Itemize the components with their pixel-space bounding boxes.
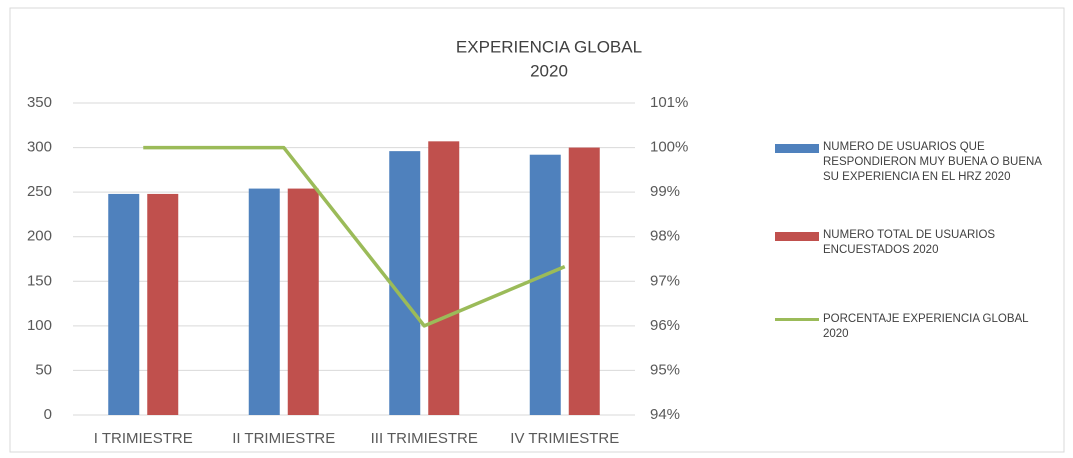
x-tick-label: III TRIMIESTRE (371, 430, 478, 447)
chart-title: EXPERIENCIA GLOBAL (456, 37, 642, 56)
y2-tick-label: 101% (650, 94, 688, 111)
legend-item: NUMERO DE USUARIOS QUE RESPONDIERON MUY … (775, 140, 1053, 185)
bar (248, 188, 280, 415)
bar (568, 147, 600, 416)
y-tick-label: 0 (44, 406, 52, 423)
legend-swatch (775, 318, 819, 321)
legend-swatch (775, 144, 819, 153)
bar (529, 154, 561, 415)
y2-tick-label: 98% (650, 228, 680, 245)
y-tick-label: 200 (27, 228, 52, 245)
y-tick-label: 100 (27, 317, 52, 334)
y2-tick-label: 96% (650, 317, 680, 334)
bar (108, 193, 140, 415)
x-tick-label: I TRIMIESTRE (94, 430, 193, 447)
legend-swatch (775, 232, 819, 241)
y2-tick-label: 99% (650, 183, 680, 200)
bar (147, 193, 179, 415)
bar (428, 141, 460, 415)
legend-item: NUMERO TOTAL DE USUARIOS ENCUESTADOS 202… (775, 228, 1053, 258)
legend-item: PORCENTAJE EXPERIENCIA GLOBAL 2020 (775, 312, 1053, 342)
legend-label: PORCENTAJE EXPERIENCIA GLOBAL 2020 (823, 313, 1029, 340)
y2-tick-label: 95% (650, 361, 680, 378)
legend-label: NUMERO TOTAL DE USUARIOS ENCUESTADOS 202… (823, 229, 996, 256)
y2-tick-label: 97% (650, 272, 680, 289)
y2-tick-label: 94% (650, 406, 680, 423)
line (143, 145, 566, 328)
legend-label: NUMERO DE USUARIOS QUE RESPONDIERON MUY … (823, 141, 1042, 183)
bar (389, 151, 421, 415)
y-tick-label: 150 (27, 272, 52, 289)
y-tick-label: 50 (35, 361, 52, 378)
bar (287, 188, 319, 415)
y-tick-label: 350 (27, 94, 52, 111)
y2-tick-label: 100% (650, 139, 688, 156)
x-tick-label: II TRIMIESTRE (232, 430, 335, 447)
y-tick-label: 300 (27, 139, 52, 156)
chart-subtitle: 2020 (530, 61, 568, 80)
x-tick-label: IV TRIMIESTRE (510, 430, 619, 447)
y-tick-label: 250 (27, 183, 52, 200)
